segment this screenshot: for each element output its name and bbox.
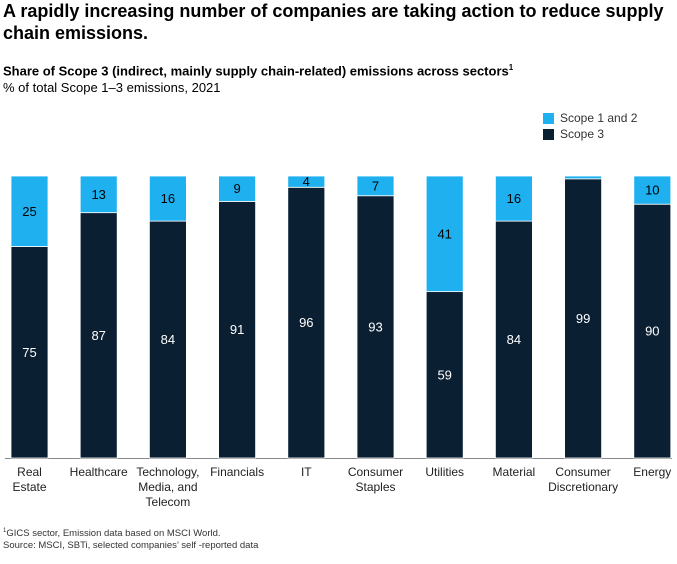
bar-scope-1-and-2-real-estate: [10, 175, 49, 247]
data-label-scope-1-and-2-utilities: 41: [437, 226, 451, 241]
data-label-scope-3-energy: 90: [645, 324, 659, 339]
data-label-scope-1-and-2-energy: 10: [645, 183, 659, 198]
category-label-utilities: Utilities: [425, 465, 464, 479]
data-label-scope-1-and-2-consumer-staples: 7: [372, 178, 379, 193]
chart-title-text: Share of Scope 3 (indirect, mainly suppl…: [3, 63, 509, 79]
category-label-real-estate-line-2: Estate: [12, 480, 46, 494]
data-label-scope-1-and-2-technology-media-and-telecom: 16: [161, 191, 175, 206]
category-label-real-estate-line-1: Real: [17, 465, 42, 479]
footnote-source: Source: MSCI, SBTi, selected companies’ …: [3, 540, 259, 552]
legend-label-scope-1-2: Scope 1 and 2: [560, 111, 638, 125]
footnote-marker: 1: [3, 528, 7, 534]
data-label-scope-1-and-2-it: 4: [303, 174, 310, 189]
chart-title: Share of Scope 3 (indirect, mainly suppl…: [3, 63, 513, 78]
bar-scope-3-consumer-staples: [356, 195, 395, 459]
category-label-healthcare: Healthcare: [70, 465, 128, 479]
data-label-scope-1-and-2-healthcare: 13: [91, 187, 105, 202]
footnote-note-text: GICS sector, Emission data based on MSCI…: [6, 528, 221, 540]
bar-scope-1-and-2-technology-media-and-telecom: [148, 175, 187, 222]
category-label-material: Material: [493, 465, 536, 479]
bar-scope-1-and-2-material: [494, 175, 533, 222]
footnotes: 1GICS sector, Emission data based on MSC…: [3, 525, 258, 552]
bar-scope-1-and-2-healthcare: [79, 175, 118, 214]
data-label-scope-3-real-estate: 75: [22, 345, 36, 360]
bar-scope-3-energy: [633, 203, 672, 459]
bar-scope-1-and-2-it: [287, 175, 326, 188]
data-label-scope-3-consumer-discretionary: 99: [576, 311, 590, 326]
bar-scope-1-and-2-utilities: [425, 175, 464, 293]
bar-scope-3-technology-media-and-telecom: [148, 220, 187, 459]
legend-swatch-scope-3: [543, 128, 554, 140]
bar-scope-1-and-2-financials: [218, 175, 257, 202]
title-footnote-marker: 1: [508, 63, 514, 72]
category-label-technology-media-and-telecom-line-3: Telecom: [146, 495, 191, 509]
legend-item-scope-3: Scope 3: [543, 126, 637, 142]
legend-item-scope-1-2: Scope 1 and 2: [543, 110, 637, 126]
category-label-consumer-discretionary-line-2: Discretionary: [548, 480, 618, 494]
bar-scope-3-consumer-discretionary: [564, 178, 602, 459]
headline: A rapidly increasing number of companies…: [3, 1, 664, 43]
data-label-scope-3-technology-media-and-telecom: 84: [161, 332, 175, 347]
category-label-financials: Financials: [210, 465, 264, 479]
data-label-scope-1-and-2-material: 16: [507, 191, 521, 206]
data-label-scope-1-and-2-real-estate: 25: [22, 204, 36, 219]
chart-subtitle: % of total Scope 1–3 emissions, 2021: [3, 80, 221, 95]
category-label-consumer-discretionary-line-1: Consumer: [555, 465, 610, 479]
data-label-scope-3-utilities: 59: [437, 367, 451, 382]
bar-scope-3-utilities: [425, 291, 464, 459]
data-label-scope-1-and-2-financials: 9: [233, 181, 240, 196]
category-label-consumer-staples-line-2: Staples: [355, 480, 395, 494]
bar-scope-3-financials: [218, 200, 257, 459]
category-label-energy: Energy: [633, 465, 671, 479]
category-label-it: IT: [301, 465, 312, 479]
bar-scope-3-material: [494, 220, 533, 459]
data-label-scope-3-consumer-staples: 93: [368, 319, 382, 334]
legend: Scope 1 and 2 Scope 3: [543, 110, 637, 142]
data-label-scope-3-it: 96: [299, 315, 313, 330]
data-label-scope-3-material: 84: [507, 332, 521, 347]
bar-scope-3-real-estate: [10, 246, 49, 459]
category-label-technology-media-and-telecom-line-1: Technology,: [136, 465, 199, 479]
legend-swatch-scope-1-2: [543, 112, 554, 124]
legend-label-scope-3: Scope 3: [560, 127, 605, 141]
category-label-consumer-staples-line-1: Consumer: [348, 465, 403, 479]
bar-scope-1-and-2-consumer-discretionary: [564, 175, 602, 180]
data-label-scope-3-healthcare: 87: [91, 328, 105, 343]
bar-scope-1-and-2-energy: [633, 175, 672, 205]
category-label-technology-media-and-telecom-line-2: Media, and: [138, 480, 197, 494]
footnote-note: 1GICS sector, Emission data based on MSC…: [3, 525, 258, 540]
data-label-scope-3-financials: 91: [230, 322, 244, 337]
bar-scope-1-and-2-consumer-staples: [356, 175, 395, 197]
